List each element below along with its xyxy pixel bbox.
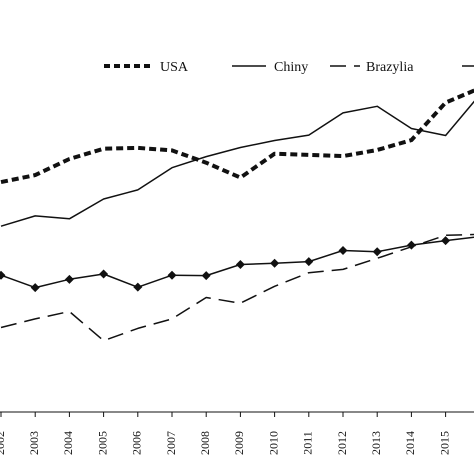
x-tick-label-2004: 2004	[61, 431, 75, 455]
x-tick-label-2002: 2002	[0, 431, 7, 455]
x-tick-label-2016: 2016	[472, 431, 474, 455]
series-4-marker-2012	[338, 245, 348, 255]
series-4-marker-2007	[167, 270, 177, 280]
series-4-marker-2011	[304, 257, 314, 267]
series-4-marker-2010	[270, 258, 280, 268]
x-tick-label-2014: 2014	[403, 431, 417, 455]
series-line-1	[0, 88, 474, 185]
series-4-marker-2015	[441, 236, 451, 246]
series-4-marker-2013	[372, 247, 382, 257]
series-4-marker-2002	[0, 270, 6, 280]
x-tick-label-2010: 2010	[266, 431, 280, 455]
x-ticks: 2002 2003 2004 2005 2006 2007 2008 2009 2010 2011…	[0, 412, 474, 455]
legend-label-chiny: Chiny	[274, 60, 308, 75]
legend-background	[92, 52, 474, 80]
x-tick-label-2006: 2006	[130, 431, 144, 455]
x-tick-label-2012: 2012	[335, 431, 349, 455]
series-line-3	[0, 233, 474, 342]
x-tick-label-2008: 2008	[198, 431, 212, 455]
x-tick-label-2007: 2007	[164, 431, 178, 455]
x-tick-label-2011: 2011	[301, 431, 315, 455]
series-4-marker-2005	[99, 269, 109, 279]
series-4-marker-2003	[30, 283, 40, 293]
series-4-marker-2008	[201, 271, 211, 281]
markers-layer	[0, 236, 451, 293]
legend: USA Chiny Brazylia	[92, 52, 474, 80]
x-tick-label-2005: 2005	[95, 431, 109, 455]
legend-label-brazylia: Brazylia	[366, 60, 414, 75]
series-4-marker-2014	[406, 240, 416, 250]
series-line-2	[0, 100, 474, 227]
x-tick-label-2013: 2013	[369, 431, 383, 455]
x-tick-label-2015: 2015	[437, 431, 451, 455]
x-tick-label-2003: 2003	[27, 431, 41, 455]
series-layer	[0, 88, 474, 342]
series-4-marker-2009	[235, 260, 245, 270]
series-4-marker-2004	[64, 274, 74, 284]
x-tick-label-2009: 2009	[232, 431, 246, 455]
legend-label-usa: USA	[160, 60, 189, 75]
series-4-marker-2006	[133, 282, 143, 292]
